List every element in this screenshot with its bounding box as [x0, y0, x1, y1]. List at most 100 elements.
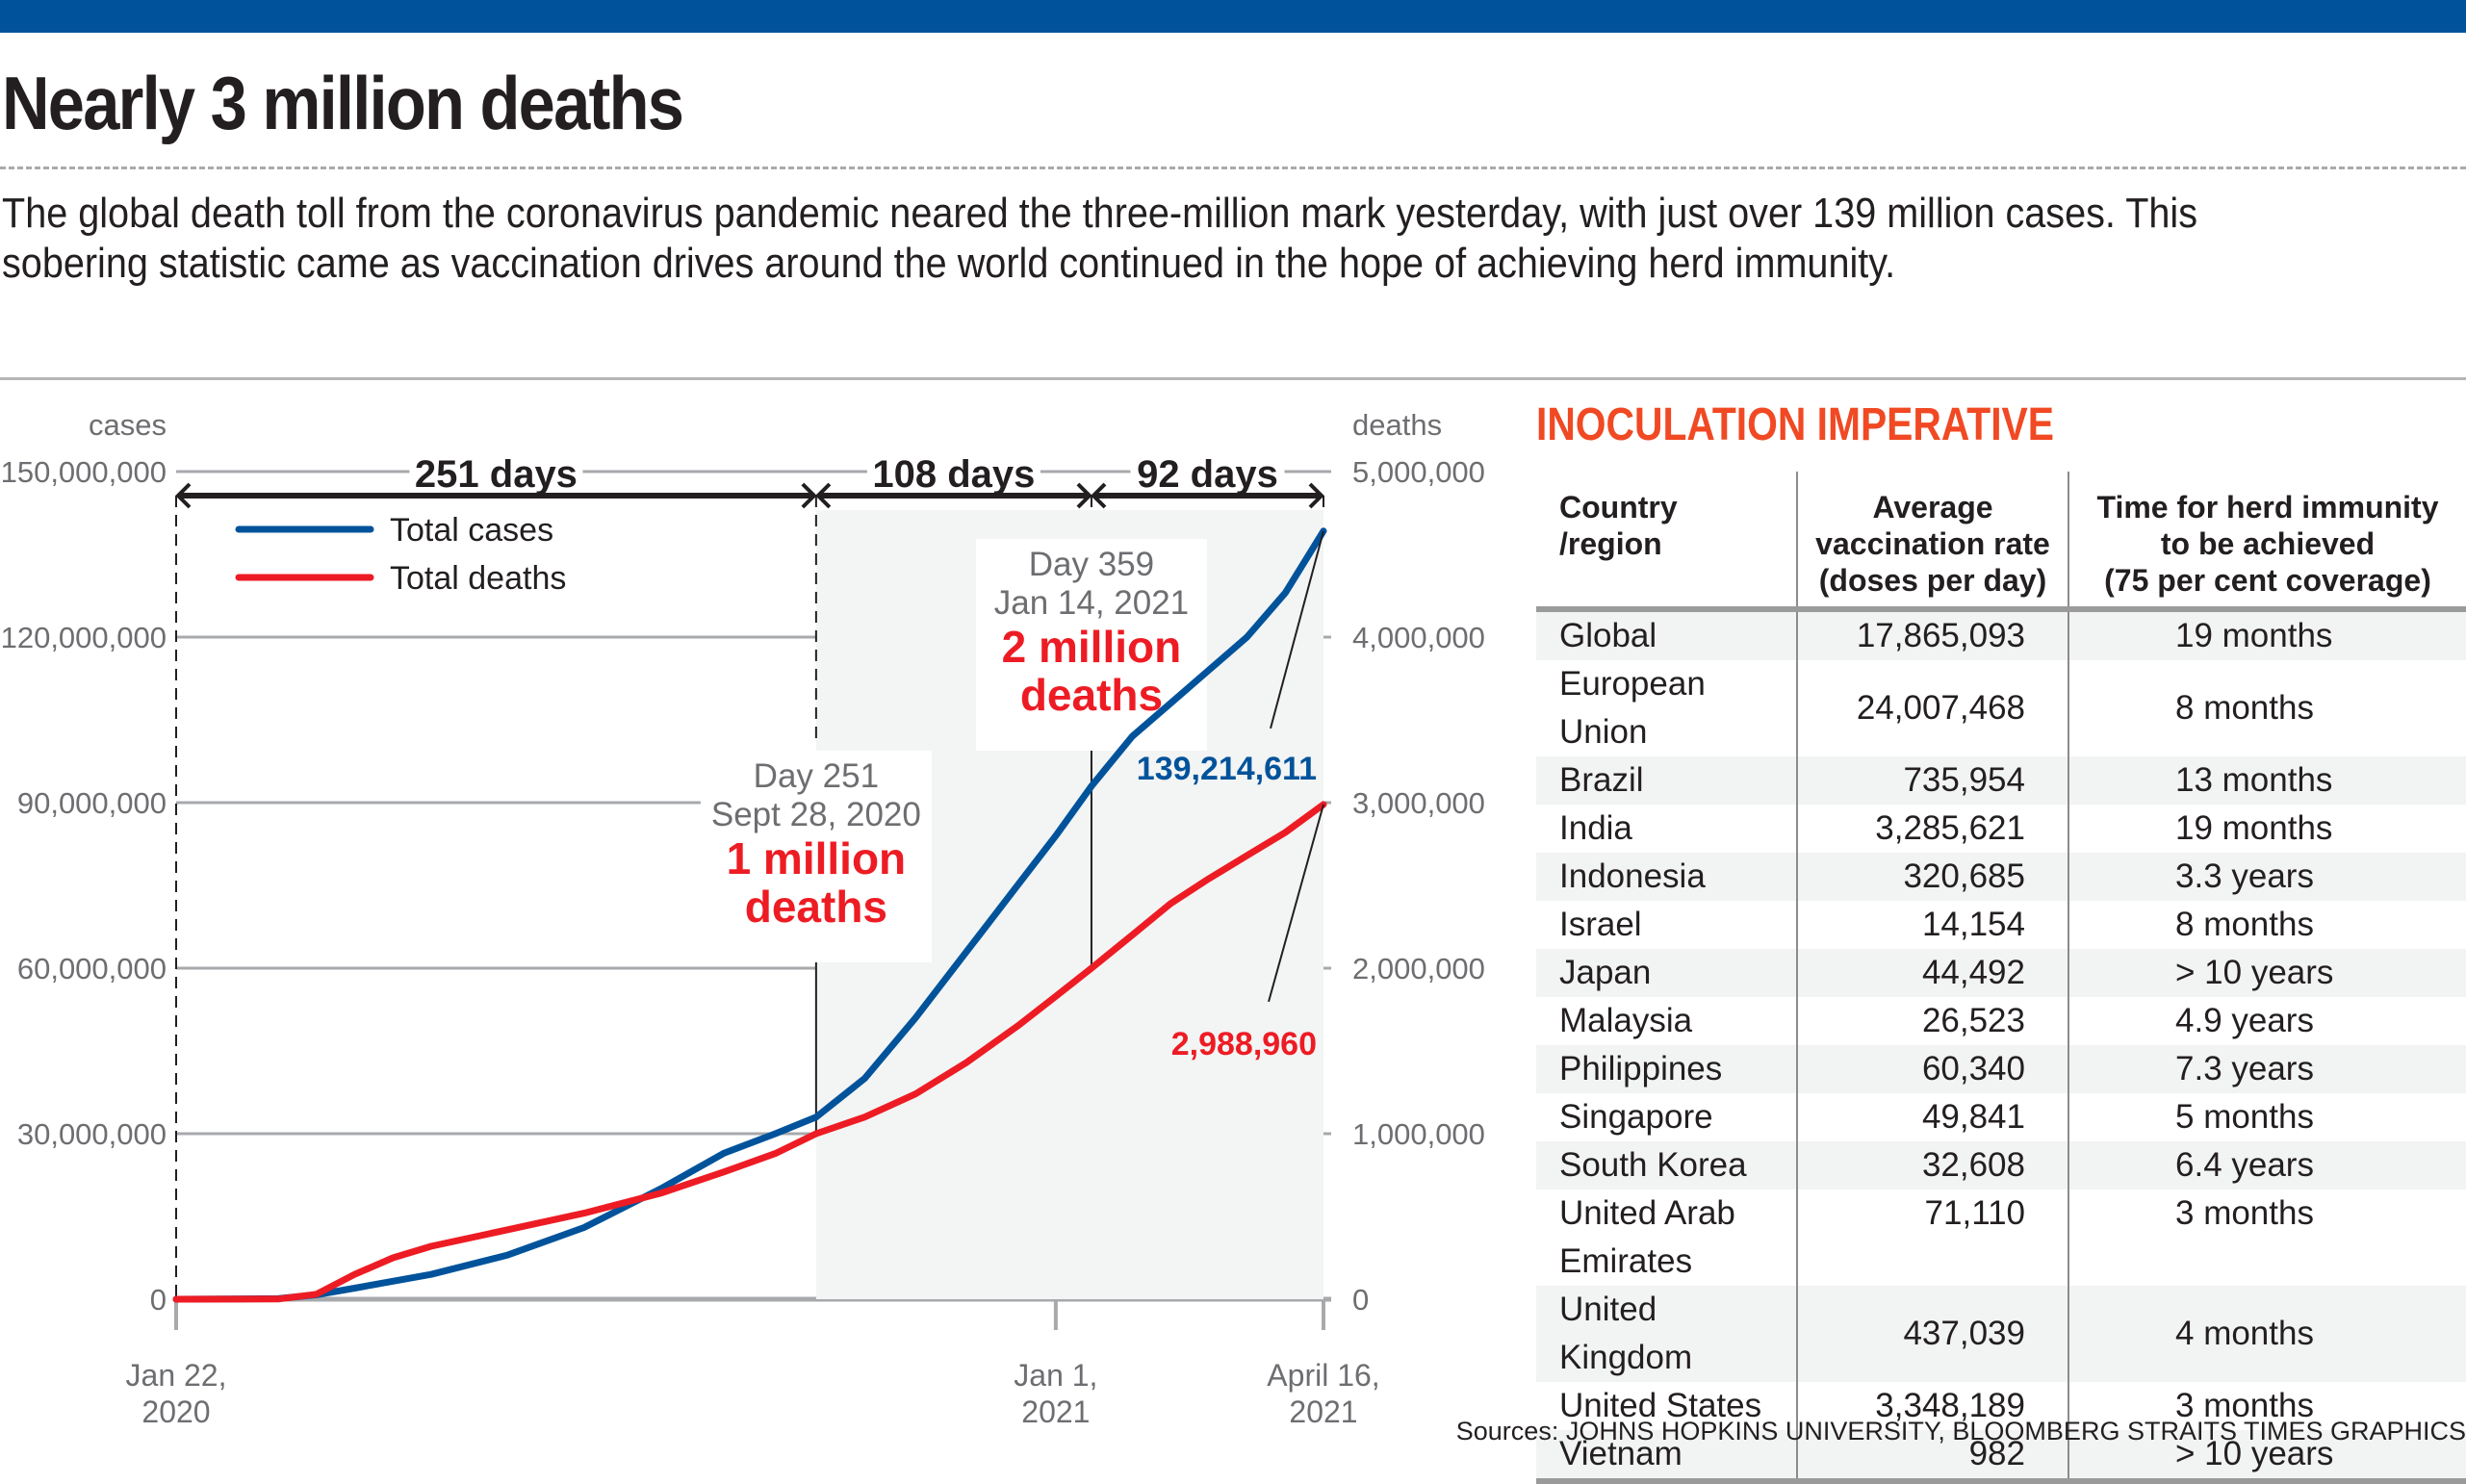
herd-immunity-time-cell: 3.3 years	[2068, 853, 2466, 901]
x-tick-label: 2020	[141, 1394, 210, 1429]
left-tick-label: 150,000,000	[1, 455, 167, 489]
cases-deaths-chart: 0 0 30,000,000 1,000,000 60,000,000 2,000,000…	[1, 408, 1485, 1429]
right-tick-label: 0	[1352, 1283, 1369, 1317]
x-tick-label: Jan 22,	[126, 1358, 227, 1393]
table-row: Japan 44,492 > 10 years	[1536, 949, 2466, 997]
vaccination-rate-cell: 32,608	[1796, 1141, 2068, 1190]
vaccination-rate-cell: 44,492	[1796, 949, 2068, 997]
annotation-milestone: 2 million	[1002, 622, 1182, 672]
herd-immunity-time-cell: 3 months	[2068, 1382, 2466, 1430]
table-row: Singapore 49,841 5 months	[1536, 1093, 2466, 1141]
top-brand-bar	[0, 0, 2466, 33]
label-knockout	[1130, 445, 1285, 493]
country-cell: Brazil	[1536, 756, 1797, 805]
header-line: Country	[1559, 490, 1678, 525]
left-tick-label: 30,000,000	[17, 1117, 167, 1151]
legend-label-cases: Total cases	[390, 512, 553, 549]
left-tick-label: 0	[150, 1283, 167, 1317]
header-line: vaccination rate	[1815, 526, 2050, 561]
dashed-divider	[0, 166, 2466, 169]
herd-immunity-time-cell: 19 months	[2068, 805, 2466, 853]
country-cell: India	[1559, 809, 1632, 847]
vaccination-rate-cell: 3,348,189	[1796, 1382, 2068, 1430]
table-row: United States 3,348,189 3 months	[1536, 1382, 2466, 1430]
table-row: European Union 24,007,468 8 months	[1536, 660, 2466, 756]
series-lines	[172, 527, 1327, 1303]
country-cell: South Korea	[1536, 1141, 1797, 1190]
arrowhead-left-icon	[815, 482, 832, 509]
span-label: 92 days	[1137, 453, 1278, 496]
header-line: (doses per day)	[1818, 563, 2047, 598]
x-tick-label: April 16,	[1267, 1358, 1379, 1393]
annotation-milestone: deaths	[745, 882, 887, 932]
x-tick-label: Jan 1,	[1014, 1358, 1097, 1393]
table-row: Philippines 60,340 7.3 years	[1536, 1045, 2466, 1093]
table-row: South Korea 32,608 6.4 years	[1536, 1141, 2466, 1190]
country-cell: United Arab Emirates	[1559, 1194, 1735, 1280]
right-tick-label: 3,000,000	[1352, 786, 1485, 820]
series-line-total-cases	[172, 527, 1327, 1303]
sources-credit: Sources: JOHNS HOPKINS UNIVERSITY, BLOOM…	[1455, 1417, 2466, 1446]
page-title: Nearly 3 million deaths	[2, 61, 684, 145]
label-knockout	[866, 445, 1040, 493]
country-cell: United Kingdom	[1536, 1286, 1797, 1382]
header-line: Average	[1872, 490, 1993, 525]
column-header: Time for herd immunity to be achieved (75 …	[2068, 472, 2466, 612]
vaccination-rate-cell: 60,340	[1796, 1045, 2068, 1093]
vaccination-rate-cell: 17,865,093	[1796, 609, 2068, 660]
table-row: India 3,285,621 19 months	[1536, 805, 2466, 853]
country-cell: Israel	[1559, 906, 1642, 943]
right-tick-label: 1,000,000	[1352, 1117, 1485, 1151]
span-label: 251 days	[415, 453, 578, 496]
herd-immunity-time-cell: 4.9 years	[2068, 997, 2466, 1045]
vaccination-rate-cell: 320,685	[1796, 853, 2068, 901]
annotation-knockout	[975, 539, 1207, 751]
table-row: United Arab Emirates 71,110 3 months	[1536, 1190, 2466, 1286]
annotation-day: Day 359	[1029, 546, 1154, 583]
country-cell: European Union	[1559, 665, 1706, 751]
table-row: Brazil 735,954 13 months	[1536, 756, 2466, 805]
vaccination-rate-cell: 14,154	[1796, 901, 2068, 949]
section-divider	[0, 377, 2466, 380]
country-cell: Indonesia	[1536, 853, 1797, 901]
herd-immunity-time-cell: 13 months	[2068, 756, 2466, 805]
intro-paragraph: The global death toll from the coronavir…	[2, 190, 2198, 287]
vaccination-rate-cell: 49,841	[1796, 1093, 2068, 1141]
arrowhead-right-icon	[1308, 482, 1324, 509]
header-line: Time for herd immunity	[2096, 490, 2439, 525]
annotation-knockout	[700, 751, 932, 962]
arrowhead-right-icon	[801, 482, 817, 509]
annotation-date: Sept 28, 2020	[711, 796, 921, 833]
cases-leader-line	[1270, 530, 1324, 729]
arrowhead-right-icon	[1076, 482, 1092, 509]
vaccination-rate-cell: 26,523	[1796, 997, 2068, 1045]
herd-immunity-time-cell: 8 months	[2068, 660, 2466, 756]
herd-immunity-time-cell: 3 months	[2068, 1190, 2466, 1286]
table-row: Israel 14,154 8 months	[1536, 901, 2466, 949]
header-line: to be achieved	[2160, 526, 2376, 561]
header-line: (75 per cent coverage)	[2104, 563, 2431, 598]
right-tick-label: 5,000,000	[1352, 455, 1485, 489]
table-row: United Kingdom 437,039 4 months	[1536, 1286, 2466, 1382]
herd-immunity-time-cell: 6.4 years	[2068, 1141, 2466, 1190]
herd-immunity-time-cell: 5 months	[2068, 1093, 2466, 1141]
herd-immunity-time-cell: 7.3 years	[2068, 1045, 2466, 1093]
vaccination-rate-cell: 735,954	[1796, 756, 2068, 805]
country-cell: Singapore	[1559, 1098, 1713, 1136]
herd-immunity-time-cell: 8 months	[2068, 901, 2466, 949]
arrowhead-left-icon	[175, 482, 192, 509]
left-tick-label: 60,000,000	[17, 952, 167, 985]
left-tick-label: 90,000,000	[17, 786, 167, 820]
herd-immunity-time-cell: 19 months	[2068, 609, 2466, 660]
vaccination-rate-cell: 437,039	[1796, 1286, 2068, 1382]
country-cell: Malaysia	[1559, 1002, 1693, 1039]
annotation-date: Jan 14, 2021	[994, 584, 1189, 622]
series-line-total-deaths	[172, 801, 1327, 1303]
column-header: Average vaccination rate (doses per day)	[1796, 472, 2068, 612]
table-title: INOCULATION IMPERATIVE	[1536, 399, 2054, 450]
vaccination-rate-cell: 3,285,621	[1796, 805, 2068, 853]
right-tick-label: 2,000,000	[1352, 952, 1485, 985]
table-row: Indonesia 320,685 3.3 years	[1536, 853, 2466, 901]
country-cell: Philippines	[1536, 1045, 1797, 1093]
legend-label-deaths: Total deaths	[390, 560, 566, 597]
